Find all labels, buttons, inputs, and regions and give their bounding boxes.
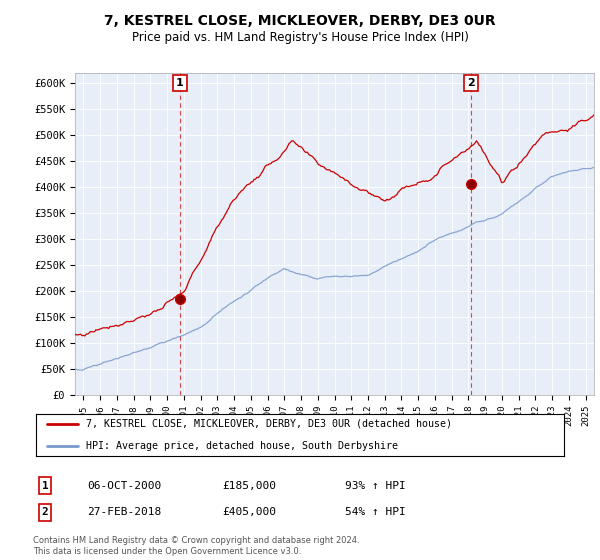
Text: 93% ↑ HPI: 93% ↑ HPI bbox=[345, 480, 406, 491]
Text: 2: 2 bbox=[41, 507, 49, 517]
Text: £185,000: £185,000 bbox=[222, 480, 276, 491]
Text: 27-FEB-2018: 27-FEB-2018 bbox=[87, 507, 161, 517]
Text: 7, KESTREL CLOSE, MICKLEOVER, DERBY, DE3 0UR: 7, KESTREL CLOSE, MICKLEOVER, DERBY, DE3… bbox=[104, 14, 496, 28]
Text: 1: 1 bbox=[41, 480, 49, 491]
Text: 7, KESTREL CLOSE, MICKLEOVER, DERBY, DE3 0UR (detached house): 7, KESTREL CLOSE, MICKLEOVER, DERBY, DE3… bbox=[86, 419, 452, 428]
Text: Price paid vs. HM Land Registry's House Price Index (HPI): Price paid vs. HM Land Registry's House … bbox=[131, 31, 469, 44]
Text: HPI: Average price, detached house, South Derbyshire: HPI: Average price, detached house, Sout… bbox=[86, 441, 398, 451]
Text: 2: 2 bbox=[467, 78, 475, 88]
Text: 06-OCT-2000: 06-OCT-2000 bbox=[87, 480, 161, 491]
Text: 1: 1 bbox=[176, 78, 184, 88]
Text: 54% ↑ HPI: 54% ↑ HPI bbox=[345, 507, 406, 517]
Text: Contains HM Land Registry data © Crown copyright and database right 2024.
This d: Contains HM Land Registry data © Crown c… bbox=[33, 536, 359, 556]
Text: £405,000: £405,000 bbox=[222, 507, 276, 517]
